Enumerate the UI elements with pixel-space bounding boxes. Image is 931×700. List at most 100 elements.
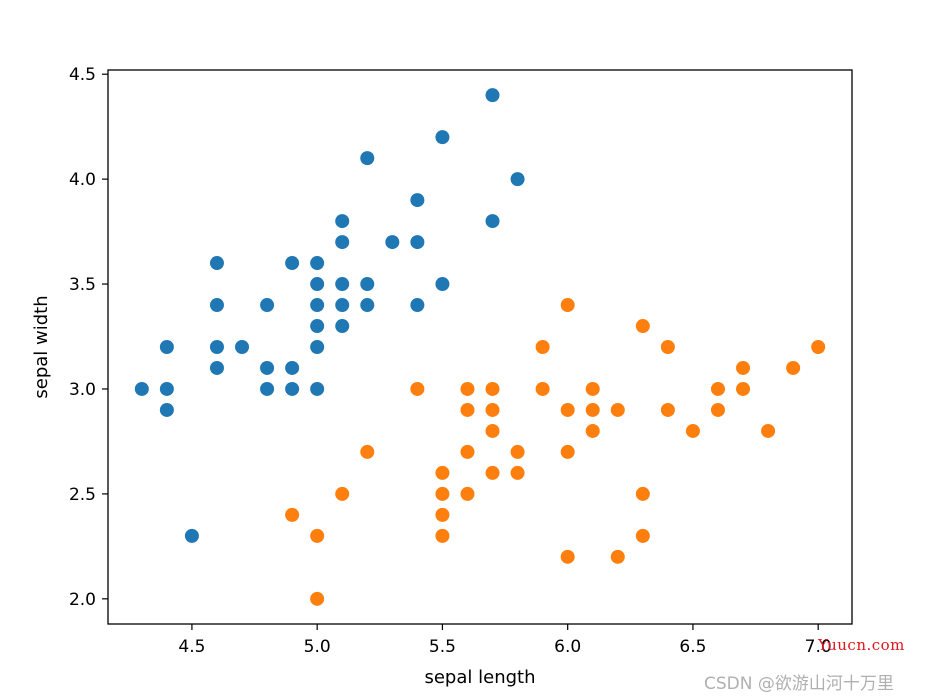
scatter-point-s0-25 — [159, 340, 174, 354]
y-tick-label-2: 3.0 — [69, 380, 96, 400]
scatter-point-s1-6 — [786, 360, 801, 375]
scatter-point-s1-42 — [610, 549, 625, 564]
scatter-point-s0-22 — [410, 298, 425, 313]
scatter-point-s1-1 — [635, 319, 650, 334]
scatter-point-s1-34 — [460, 486, 475, 501]
scatter-point-s1-30 — [485, 465, 500, 480]
scatter-point-s0-33 — [159, 381, 174, 396]
scatter-point-s1-23 — [685, 423, 700, 438]
scatter-point-s1-18 — [610, 402, 625, 417]
scatter-point-s1-5 — [736, 360, 751, 375]
scatter-point-s0-34 — [260, 381, 275, 396]
scatter-point-s0-9 — [410, 235, 425, 250]
scatter-point-s1-17 — [585, 402, 600, 417]
scatter-point-s0-29 — [209, 360, 224, 375]
scatter-point-s0-20 — [335, 298, 350, 313]
x-tick-label-3: 6.0 — [554, 637, 581, 657]
scatter-point-s0-7 — [335, 235, 350, 250]
scatter-point-s0-19 — [310, 298, 325, 313]
scatter-point-s1-4 — [811, 340, 826, 354]
scatter-point-s0-21 — [360, 298, 375, 313]
scatter-point-s0-16 — [435, 277, 450, 292]
points-layer — [134, 88, 826, 606]
scatter-point-s1-24 — [761, 423, 776, 438]
scatter-point-s1-33 — [435, 486, 450, 501]
scatter-point-s1-32 — [335, 486, 350, 501]
csdn-watermark: CSDN @欲游山河十万里 — [704, 674, 894, 694]
scatter-point-s1-22 — [585, 423, 600, 438]
scatter-point-s1-26 — [460, 444, 475, 459]
scatter-point-s1-16 — [560, 402, 575, 417]
y-tick-label-5: 4.5 — [69, 65, 96, 85]
scatter-point-s0-8 — [385, 235, 400, 250]
scatter-point-s1-19 — [660, 402, 675, 417]
scatter-point-s1-13 — [736, 381, 751, 396]
plot-frame — [107, 69, 853, 625]
scatter-point-s1-38 — [310, 528, 325, 543]
scatter-point-s1-0 — [560, 298, 575, 313]
scatter-point-s1-10 — [535, 381, 550, 396]
x-tick-label-1: 5.0 — [304, 637, 331, 657]
site-watermark: Yuucn.com — [818, 636, 905, 654]
scatter-point-s0-11 — [285, 256, 300, 271]
scatter-point-s1-25 — [360, 444, 375, 459]
scatter-point-s0-3 — [510, 172, 525, 187]
scatter-point-s1-20 — [710, 402, 725, 417]
y-tick-label-3: 3.5 — [69, 275, 96, 295]
scatter-point-s1-31 — [510, 465, 525, 480]
scatter-point-s1-9 — [485, 381, 500, 396]
scatter-point-s0-27 — [235, 340, 250, 354]
scatter-point-s1-40 — [635, 528, 650, 543]
x-tick-label-0: 4.5 — [178, 637, 205, 657]
x-axis-label: sepal length — [424, 667, 535, 688]
scatter-point-s0-2 — [360, 151, 375, 166]
scatter-point-s1-43 — [310, 591, 325, 606]
scatter-point-s0-14 — [335, 277, 350, 292]
scatter-point-s1-41 — [560, 549, 575, 564]
scatter-point-s0-10 — [209, 256, 224, 271]
scatter-point-s0-28 — [310, 340, 325, 354]
scatter-point-s0-17 — [209, 298, 224, 313]
ticks-layer: 4.5 5.0 5.5 6.0 6.5 7.0 2.0 2.5 3.0 3.5 4.0 4.5 — [69, 65, 832, 657]
scatter-point-s0-30 — [260, 360, 275, 375]
scatter-point-s0-37 — [159, 402, 174, 417]
scatter-point-s0-15 — [360, 277, 375, 292]
y-tick-label-1: 2.5 — [69, 485, 96, 505]
scatter-point-s1-8 — [460, 381, 475, 396]
scatter-point-s1-37 — [435, 507, 450, 522]
scatter-point-s0-36 — [310, 381, 325, 396]
scatter-point-s0-35 — [285, 381, 300, 396]
scatter-point-s1-39 — [435, 528, 450, 543]
y-tick-label-4: 4.0 — [69, 170, 96, 190]
x-tick-label-2: 5.5 — [429, 637, 456, 657]
scatter-point-s1-35 — [635, 486, 650, 501]
scatter-point-s1-27 — [510, 444, 525, 459]
scatter-point-s0-18 — [260, 298, 275, 313]
scatter-point-s0-31 — [285, 360, 300, 375]
scatter-point-s1-12 — [710, 381, 725, 396]
scatter-point-s0-0 — [485, 88, 500, 103]
y-tick-label-0: 2.0 — [69, 590, 96, 610]
scatter-point-s1-11 — [585, 381, 600, 396]
scatter-point-s0-38 — [184, 528, 199, 543]
scatter-point-s0-32 — [134, 381, 149, 396]
scatter-point-s1-21 — [485, 423, 500, 438]
scatter-point-s1-28 — [560, 444, 575, 459]
scatter-point-s0-4 — [410, 193, 425, 208]
x-tick-label-5: 7.0 — [805, 637, 832, 657]
scatter-point-s0-26 — [209, 340, 224, 354]
scatter-point-s0-23 — [310, 319, 325, 334]
scatter-point-s1-7 — [410, 381, 425, 396]
scatter-point-s1-3 — [660, 340, 675, 354]
scatter-point-s0-13 — [310, 277, 325, 292]
scatter-point-s1-15 — [485, 402, 500, 417]
y-axis-label: sepal width — [31, 295, 52, 398]
scatter-point-s0-1 — [435, 130, 450, 145]
scatter-point-s1-29 — [435, 465, 450, 480]
scatter-point-s0-12 — [310, 256, 325, 271]
scatter-point-s0-5 — [335, 214, 350, 229]
scatter-point-s0-24 — [335, 319, 350, 334]
x-tick-label-4: 6.5 — [679, 637, 706, 657]
scatter-point-s1-36 — [285, 507, 300, 522]
